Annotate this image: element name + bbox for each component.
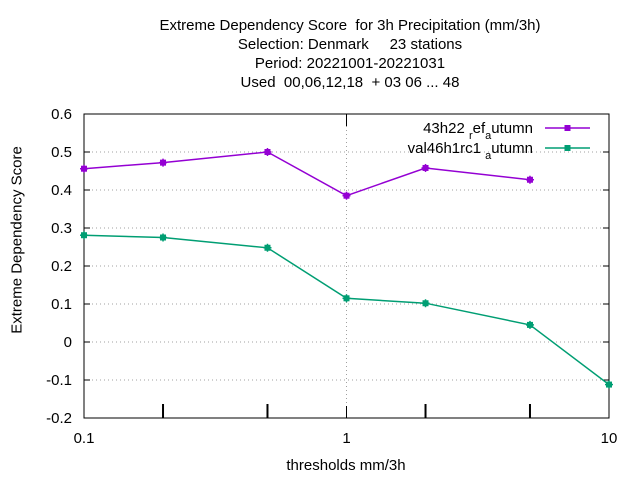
y-tick-label: 0.5 bbox=[51, 144, 72, 161]
data-point-43h22 bbox=[421, 163, 430, 172]
data-point-43h22 bbox=[263, 148, 272, 156]
title-line-4: Used 00,06,12,18 + 03 06 ... 48 bbox=[240, 74, 460, 91]
legend-label-part: 43h22 bbox=[423, 120, 469, 137]
data-point-val46h1rc1 bbox=[605, 380, 613, 389]
x-tick-label: 10 bbox=[601, 430, 618, 447]
data-point-43h22 bbox=[525, 175, 534, 184]
legend-label-part: a bbox=[485, 130, 492, 142]
data-point-val46h1rc1 bbox=[525, 320, 534, 329]
y-tick-label: 0.1 bbox=[51, 296, 72, 313]
data-point-43h22 bbox=[159, 158, 168, 167]
data-point-val46h1rc1 bbox=[159, 233, 168, 242]
legend-label-part: val46h1rc1 bbox=[408, 140, 486, 157]
grid bbox=[84, 114, 609, 418]
x-tick-label: 0.1 bbox=[74, 430, 95, 447]
data-point-val46h1rc1 bbox=[342, 294, 351, 303]
legend-label-part: r bbox=[469, 130, 473, 142]
y-tick-label: -0.2 bbox=[46, 410, 72, 427]
legend-label-43h22: 43h22 refautumn bbox=[423, 120, 533, 142]
y-tick-label: -0.1 bbox=[46, 372, 72, 389]
y-tick-label: 0 bbox=[64, 334, 72, 351]
legend-label-part: utumn bbox=[491, 120, 533, 137]
y-tick-label: 0.6 bbox=[51, 106, 72, 123]
title-line-1: Extreme Dependency Score for 3h Precipit… bbox=[159, 17, 541, 34]
chart-title: Extreme Dependency Score for 3h Precipit… bbox=[0, 16, 640, 92]
legend-marker-43h22 bbox=[564, 125, 571, 131]
y-axis-label: Extreme Dependency Score bbox=[8, 146, 26, 334]
data-point-val46h1rc1 bbox=[421, 299, 430, 308]
data-point-val46h1rc1 bbox=[263, 243, 272, 252]
legend-marker-val46h1rc1 bbox=[564, 145, 571, 151]
data-point-val46h1rc1 bbox=[80, 231, 88, 240]
y-tick-label: 0.3 bbox=[51, 220, 72, 237]
x-axis-label: thresholds mm/3h bbox=[286, 457, 406, 474]
series-line-43h22 bbox=[83, 151, 531, 197]
data-point-43h22 bbox=[80, 164, 88, 173]
title-line-3: Period: 20221001-20221031 bbox=[254, 55, 446, 72]
axes: -0.2 -0.1 0 0.1 0.2 0.3 0.4 0.5 0.6 0.1 1 10 bbox=[46, 106, 617, 447]
legend-label-part: utumn bbox=[491, 140, 533, 157]
x-tick-label: 1 bbox=[342, 430, 350, 447]
legend-label-part: ef bbox=[473, 120, 486, 137]
data-point-43h22 bbox=[342, 191, 351, 200]
y-tick-label: 0.4 bbox=[51, 182, 72, 199]
legend-label-part: a bbox=[485, 150, 492, 162]
title-line-2: Selection: Denmark 23 stations bbox=[237, 36, 463, 53]
series-layer bbox=[80, 148, 613, 389]
y-tick-label: 0.2 bbox=[51, 258, 72, 275]
legend-label-val46h1rc1: val46h1rc1 autumn bbox=[408, 140, 533, 162]
